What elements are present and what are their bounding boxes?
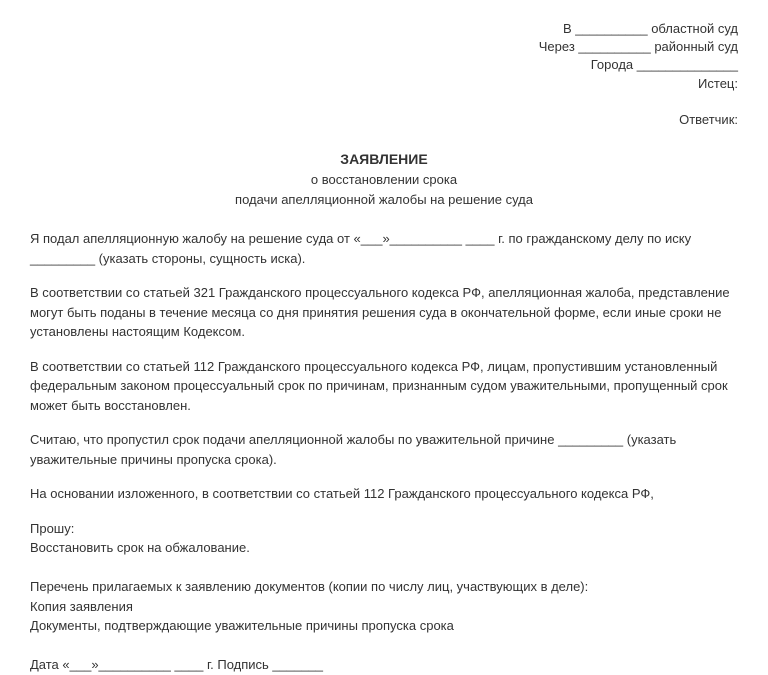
header-line-city: Города ______________: [430, 56, 738, 74]
date-signature: Дата «___»__________ ____ г. Подпись ___…: [30, 655, 738, 675]
title-main: ЗАЯВЛЕНИЕ: [30, 149, 738, 170]
paragraph-basis: На основании изложенного, в соответствии…: [30, 484, 738, 504]
header-line-court: В __________ областной суд: [430, 20, 738, 38]
header-line-district: Через __________ районный суд: [430, 38, 738, 56]
paragraph-intro: Я подал апелляционную жалобу на решение …: [30, 229, 738, 268]
document-title: ЗАЯВЛЕНИЕ о восстановлении срока подачи …: [30, 149, 738, 209]
title-subtitle-1: о восстановлении срока: [30, 170, 738, 190]
paragraph-article-112: В соответствии со статьей 112 Гражданско…: [30, 357, 738, 416]
attachments-block: Перечень прилагаемых к заявлению докумен…: [30, 577, 738, 636]
attachment-docs: Документы, подтверждающие уважительные п…: [30, 616, 738, 636]
request-label: Прошу:: [30, 519, 738, 539]
paragraph-reason: Считаю, что пропустил срок подачи апелля…: [30, 430, 738, 469]
attachments-label: Перечень прилагаемых к заявлению докумен…: [30, 577, 738, 597]
request-block: Прошу: Восстановить срок на обжалование.: [30, 519, 738, 558]
header-line-plaintiff: Истец:: [430, 75, 738, 93]
attachment-copy: Копия заявления: [30, 597, 738, 617]
request-text: Восстановить срок на обжалование.: [30, 538, 738, 558]
paragraph-article-321: В соответствии со статьей 321 Гражданско…: [30, 283, 738, 342]
header-line-defendant: Ответчик:: [430, 111, 738, 129]
document-header: В __________ областной суд Через _______…: [430, 20, 738, 129]
title-subtitle-2: подачи апелляционной жалобы на решение с…: [30, 190, 738, 210]
